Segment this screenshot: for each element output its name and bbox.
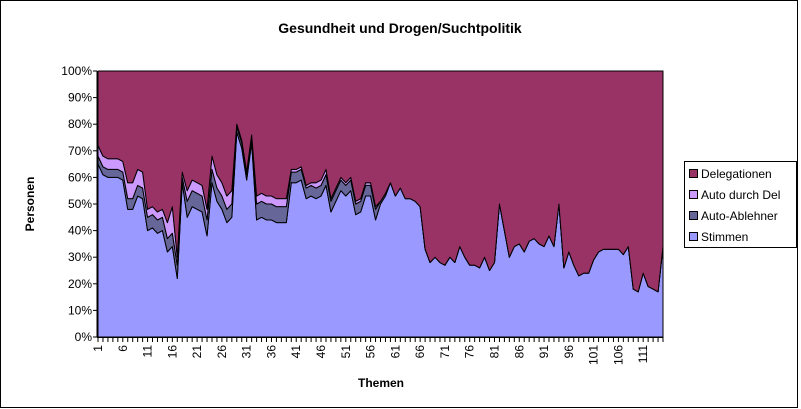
axes: 0%10%20%30%40%50%60%70%80%90%100%1 6 11 16 2… [61,64,664,365]
y-tick-label: 0% [75,330,93,344]
y-tick-label: 80% [68,117,92,131]
x-axis-label: Themen [358,376,404,390]
y-tick-label: 10% [68,303,92,317]
y-tick-label: 90% [68,91,92,105]
chart-title: Gesundheit und Drogen/Suchtpolitik [278,20,522,36]
y-tick-label: 100% [61,64,92,78]
legend-box [684,161,797,248]
y-tick-label: 40% [68,224,92,238]
x-tick-label: 71 [438,345,452,359]
legend-label-auto-durch-del: Auto durch Del [701,188,780,202]
x-tick-label: 36 [264,345,278,359]
x-tick-label: 111 [636,345,650,364]
legend-swatch-auto-durch-del [689,190,698,199]
x-tick-label: 76 [463,345,477,359]
y-tick-label: 30% [68,250,92,264]
x-tick-label: 56 [364,345,378,359]
plot-areas [97,70,664,338]
y-axis-label: Personen [23,177,37,232]
x-tick-label: 96 [562,345,576,359]
x-tick-label: 21 [190,345,204,359]
x-tick-label: 66 [413,345,427,359]
x-tick-label: 11 [141,345,155,358]
y-tick-label: 70% [68,144,92,158]
legend-label-auto-ablehner: Auto-Ablehner [701,209,778,223]
y-tick-label: 60% [68,170,92,184]
x-tick-label: 106 [611,345,625,365]
x-tick-label: 51 [339,345,353,359]
x-tick-label: 31 [240,345,254,359]
x-tick-label: 6 [116,345,130,352]
legend-swatch-stimmen [689,232,698,241]
legend-swatch-auto-ablehner [689,211,698,220]
x-tick-label: 81 [487,345,501,359]
x-tick-label: 26 [215,345,229,359]
legend-label-stimmen: Stimmen [701,230,748,244]
x-tick-label: 101 [587,345,601,365]
area-delegationen [97,70,664,293]
x-tick-label: 61 [388,345,402,359]
x-tick-label: 86 [512,345,526,359]
legend-swatch-delegationen [689,169,698,178]
x-tick-label: 41 [289,345,303,359]
y-tick-label: 20% [68,277,92,291]
x-tick-label: 91 [537,345,551,359]
legend-label-delegationen: Delegationen [701,167,772,181]
legend: Delegationen Auto durch Del Auto-Ablehner S… [684,161,797,248]
x-tick-label: 46 [314,345,328,359]
x-tick-label: 16 [165,345,179,359]
y-tick-label: 50% [68,197,92,211]
x-tick-label: 1 [91,345,105,352]
